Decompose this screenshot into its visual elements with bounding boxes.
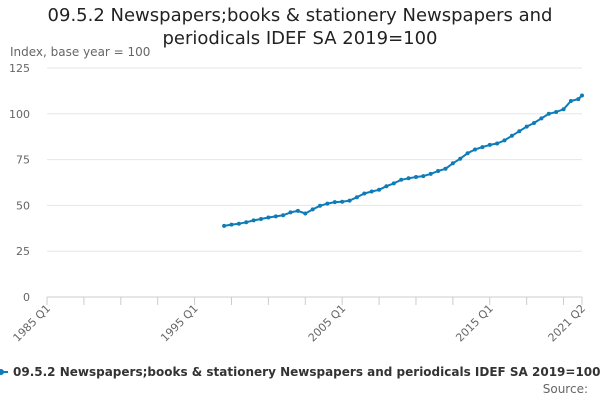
data-point bbox=[414, 175, 418, 179]
data-point bbox=[377, 187, 382, 192]
legend-item[interactable]: 09.5.2 Newspapers;books & stationery New… bbox=[0, 365, 600, 379]
chart-title: 09.5.2 Newspapers;books & stationery New… bbox=[47, 5, 553, 49]
data-point bbox=[362, 191, 367, 196]
data-point bbox=[465, 151, 470, 156]
data-point bbox=[532, 121, 536, 125]
data-point bbox=[318, 203, 322, 208]
data-point bbox=[325, 201, 330, 206]
y-tick-label: 25 bbox=[16, 245, 30, 258]
data-point bbox=[288, 210, 293, 215]
data-point bbox=[487, 142, 492, 147]
data-point bbox=[273, 214, 278, 219]
data-point bbox=[406, 176, 411, 181]
y-axis-label: Index, base year = 100 bbox=[10, 45, 150, 59]
data-point bbox=[354, 195, 359, 200]
legend-line-marker-icon bbox=[0, 365, 8, 379]
data-point bbox=[443, 166, 448, 171]
y-tick-label: 0 bbox=[23, 291, 30, 304]
series-line bbox=[223, 94, 583, 227]
legend-label: 09.5.2 Newspapers;books & stationery New… bbox=[13, 365, 600, 379]
data-point bbox=[229, 222, 234, 227]
data-point bbox=[502, 138, 507, 143]
data-point bbox=[480, 145, 485, 150]
data-point bbox=[428, 171, 433, 176]
data-point bbox=[524, 124, 529, 129]
data-point bbox=[244, 220, 249, 225]
data-point bbox=[509, 133, 514, 138]
data-point bbox=[236, 221, 241, 226]
data-point bbox=[554, 110, 559, 114]
x-axis: 1985 Q1 1995 Q1 2005 Q1 2015 Q1 2021 Q2 bbox=[11, 297, 589, 345]
x-tick-label: 2005 Q1 bbox=[306, 302, 349, 345]
data-point bbox=[340, 199, 345, 204]
data-point bbox=[561, 107, 566, 112]
data-point bbox=[295, 208, 300, 213]
data-point bbox=[347, 198, 352, 203]
y-tick-label: 100 bbox=[9, 108, 30, 121]
data-point bbox=[310, 207, 315, 212]
data-point bbox=[495, 141, 500, 146]
data-point bbox=[281, 213, 286, 218]
data-point bbox=[266, 215, 271, 220]
data-point bbox=[391, 181, 396, 186]
data-point bbox=[399, 177, 404, 182]
y-tick-label: 50 bbox=[16, 199, 30, 212]
data-point bbox=[259, 217, 263, 221]
data-point bbox=[568, 99, 573, 103]
x-tick-label: 1985 Q1 bbox=[11, 302, 54, 345]
data-point bbox=[384, 184, 389, 189]
source-label: Source: bbox=[542, 382, 588, 396]
legend: 09.5.2 Newspapers;books & stationery New… bbox=[0, 365, 600, 383]
data-point bbox=[303, 211, 308, 216]
data-point bbox=[222, 223, 227, 228]
data-point bbox=[421, 174, 426, 179]
data-point bbox=[450, 161, 455, 166]
x-tick-label: 1995 Q1 bbox=[158, 302, 201, 345]
data-point bbox=[332, 200, 337, 205]
data-point bbox=[473, 147, 477, 152]
x-tick-label: 2015 Q1 bbox=[453, 302, 496, 345]
grid-lines bbox=[47, 67, 582, 298]
series-line-group bbox=[222, 93, 584, 228]
data-point bbox=[546, 111, 551, 116]
data-point bbox=[539, 116, 544, 121]
y-tick-label: 125 bbox=[9, 62, 30, 75]
x-tick-label: 2021 Q2 bbox=[546, 302, 589, 345]
y-tick-label: 75 bbox=[16, 154, 30, 167]
data-point bbox=[580, 93, 584, 98]
y-tick-labels: 0 25 50 75 100 125 bbox=[9, 62, 30, 304]
data-point bbox=[576, 97, 581, 102]
data-point bbox=[458, 156, 463, 161]
data-point bbox=[436, 169, 441, 173]
data-point bbox=[517, 129, 522, 134]
data-point bbox=[369, 189, 374, 194]
data-point bbox=[251, 218, 256, 223]
